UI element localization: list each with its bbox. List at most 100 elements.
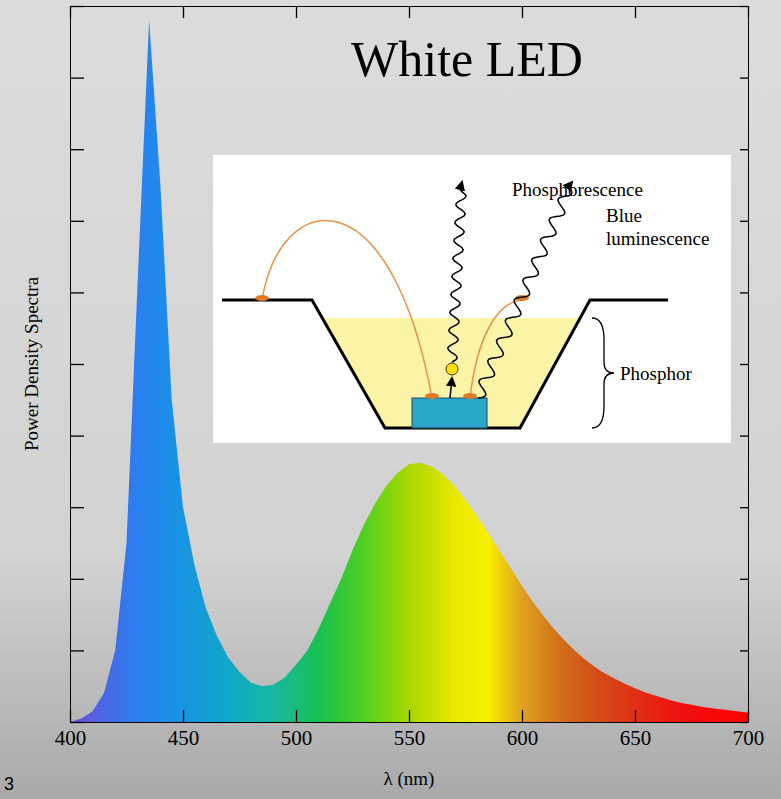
chart-title: White LED: [351, 31, 583, 87]
plot-area: [70, 20, 748, 722]
bond-pad: [425, 393, 439, 399]
tick: [740, 78, 748, 79]
tick-label: 650: [620, 726, 652, 750]
tick-mark: [70, 364, 84, 365]
tick-mark: [70, 507, 84, 508]
tick: [522, 6, 523, 18]
tick: [740, 364, 748, 365]
x-axis-top: [71, 6, 749, 18]
tick-mark: [70, 435, 84, 436]
tick: [70, 364, 84, 365]
tick: [740, 6, 748, 7]
tick-label: 500: [281, 726, 313, 750]
tick-mark: [740, 364, 748, 365]
tick-mark: [296, 710, 297, 722]
chart-root: 400 450 500 550 600 650 700 λ (nm) Power Density…: [0, 0, 781, 799]
annotation: Phosphorescence: [512, 179, 643, 200]
brace: [592, 318, 614, 428]
excitation-arrow: [450, 378, 452, 398]
tick-mark: [740, 6, 748, 7]
background: [0, 0, 781, 799]
tick-mark: [70, 292, 84, 293]
tick: [70, 149, 84, 150]
tick: [70, 507, 84, 508]
tick: [740, 722, 748, 723]
tick-mark: [70, 77, 84, 78]
tick-mark: [740, 221, 748, 222]
tick-mark: [635, 710, 636, 722]
tick: [70, 650, 84, 651]
tick: 500: [281, 710, 313, 750]
bond-pad: [255, 295, 269, 301]
tick-label: 450: [168, 726, 200, 750]
tick: [740, 650, 748, 651]
spectrum-area: [70, 20, 748, 722]
tick-mark: [183, 6, 184, 18]
tick-mark: [522, 6, 523, 18]
annotation-line: luminescence: [606, 228, 709, 249]
tick: [70, 722, 84, 723]
tick-mark: [740, 292, 748, 293]
tick-mark: [409, 6, 410, 18]
tick-mark: [70, 149, 84, 150]
tick: [70, 436, 84, 437]
y-axis-right: [740, 7, 749, 723]
bond-pad: [463, 393, 477, 399]
tick: [296, 6, 297, 18]
bond-wire: [262, 221, 432, 398]
slide-number: 3: [4, 774, 14, 794]
y-axis-title: Power Density Spectra: [21, 276, 42, 451]
phosphor-fill: [322, 318, 580, 428]
phosphorescence-arrow: [448, 182, 466, 362]
tick: [70, 6, 84, 7]
tick-mark: [70, 722, 84, 723]
tick-mark: [740, 149, 748, 150]
tick-mark: [409, 710, 410, 722]
tick-mark: [70, 650, 84, 651]
y-axis: [70, 7, 84, 723]
axis-line: [71, 722, 749, 723]
tick: [70, 78, 84, 79]
annotation-line: Blue: [606, 205, 642, 226]
cup-outline: [222, 300, 668, 428]
tick: 600: [507, 710, 539, 750]
tick: [70, 579, 84, 580]
tick: [635, 6, 636, 18]
tick-mark: [740, 507, 748, 508]
tick: 650: [620, 710, 652, 750]
tick-mark: [635, 6, 636, 18]
tick-label: 700: [733, 726, 765, 750]
bond-wire: [470, 300, 522, 398]
tick-mark: [740, 650, 748, 651]
x-axis-title: λ (nm): [384, 768, 435, 790]
blue-luminescence-arrow: [478, 182, 572, 398]
tick-mark: [740, 579, 748, 580]
tick-label: 400: [55, 726, 87, 750]
tick-mark: [70, 6, 84, 7]
tick-mark: [183, 710, 184, 722]
tick: 450: [168, 710, 200, 750]
tick: [740, 507, 748, 508]
tick-mark: [70, 221, 84, 222]
inset-background: [213, 155, 731, 443]
tick: [183, 6, 184, 18]
tick-mark: [740, 722, 748, 723]
annotation: Phosphor: [620, 363, 692, 384]
axis-line: [748, 7, 749, 723]
tick: [70, 221, 84, 222]
tick: [740, 579, 748, 580]
phosphor-particle: [446, 363, 458, 375]
annotation: Blueluminescence: [606, 205, 709, 249]
tick: [740, 436, 748, 437]
tick: [740, 149, 748, 150]
tick: 550: [394, 710, 426, 750]
tick-mark: [522, 710, 523, 722]
tick-mark: [740, 77, 748, 78]
led-chip: [412, 398, 487, 428]
tick-label: 600: [507, 726, 539, 750]
tick: [740, 221, 748, 222]
x-axis: 400 450 500 550 600 650 700: [55, 710, 765, 750]
tick-label: 550: [394, 726, 426, 750]
tick-mark: [296, 6, 297, 18]
tick: [70, 292, 84, 293]
